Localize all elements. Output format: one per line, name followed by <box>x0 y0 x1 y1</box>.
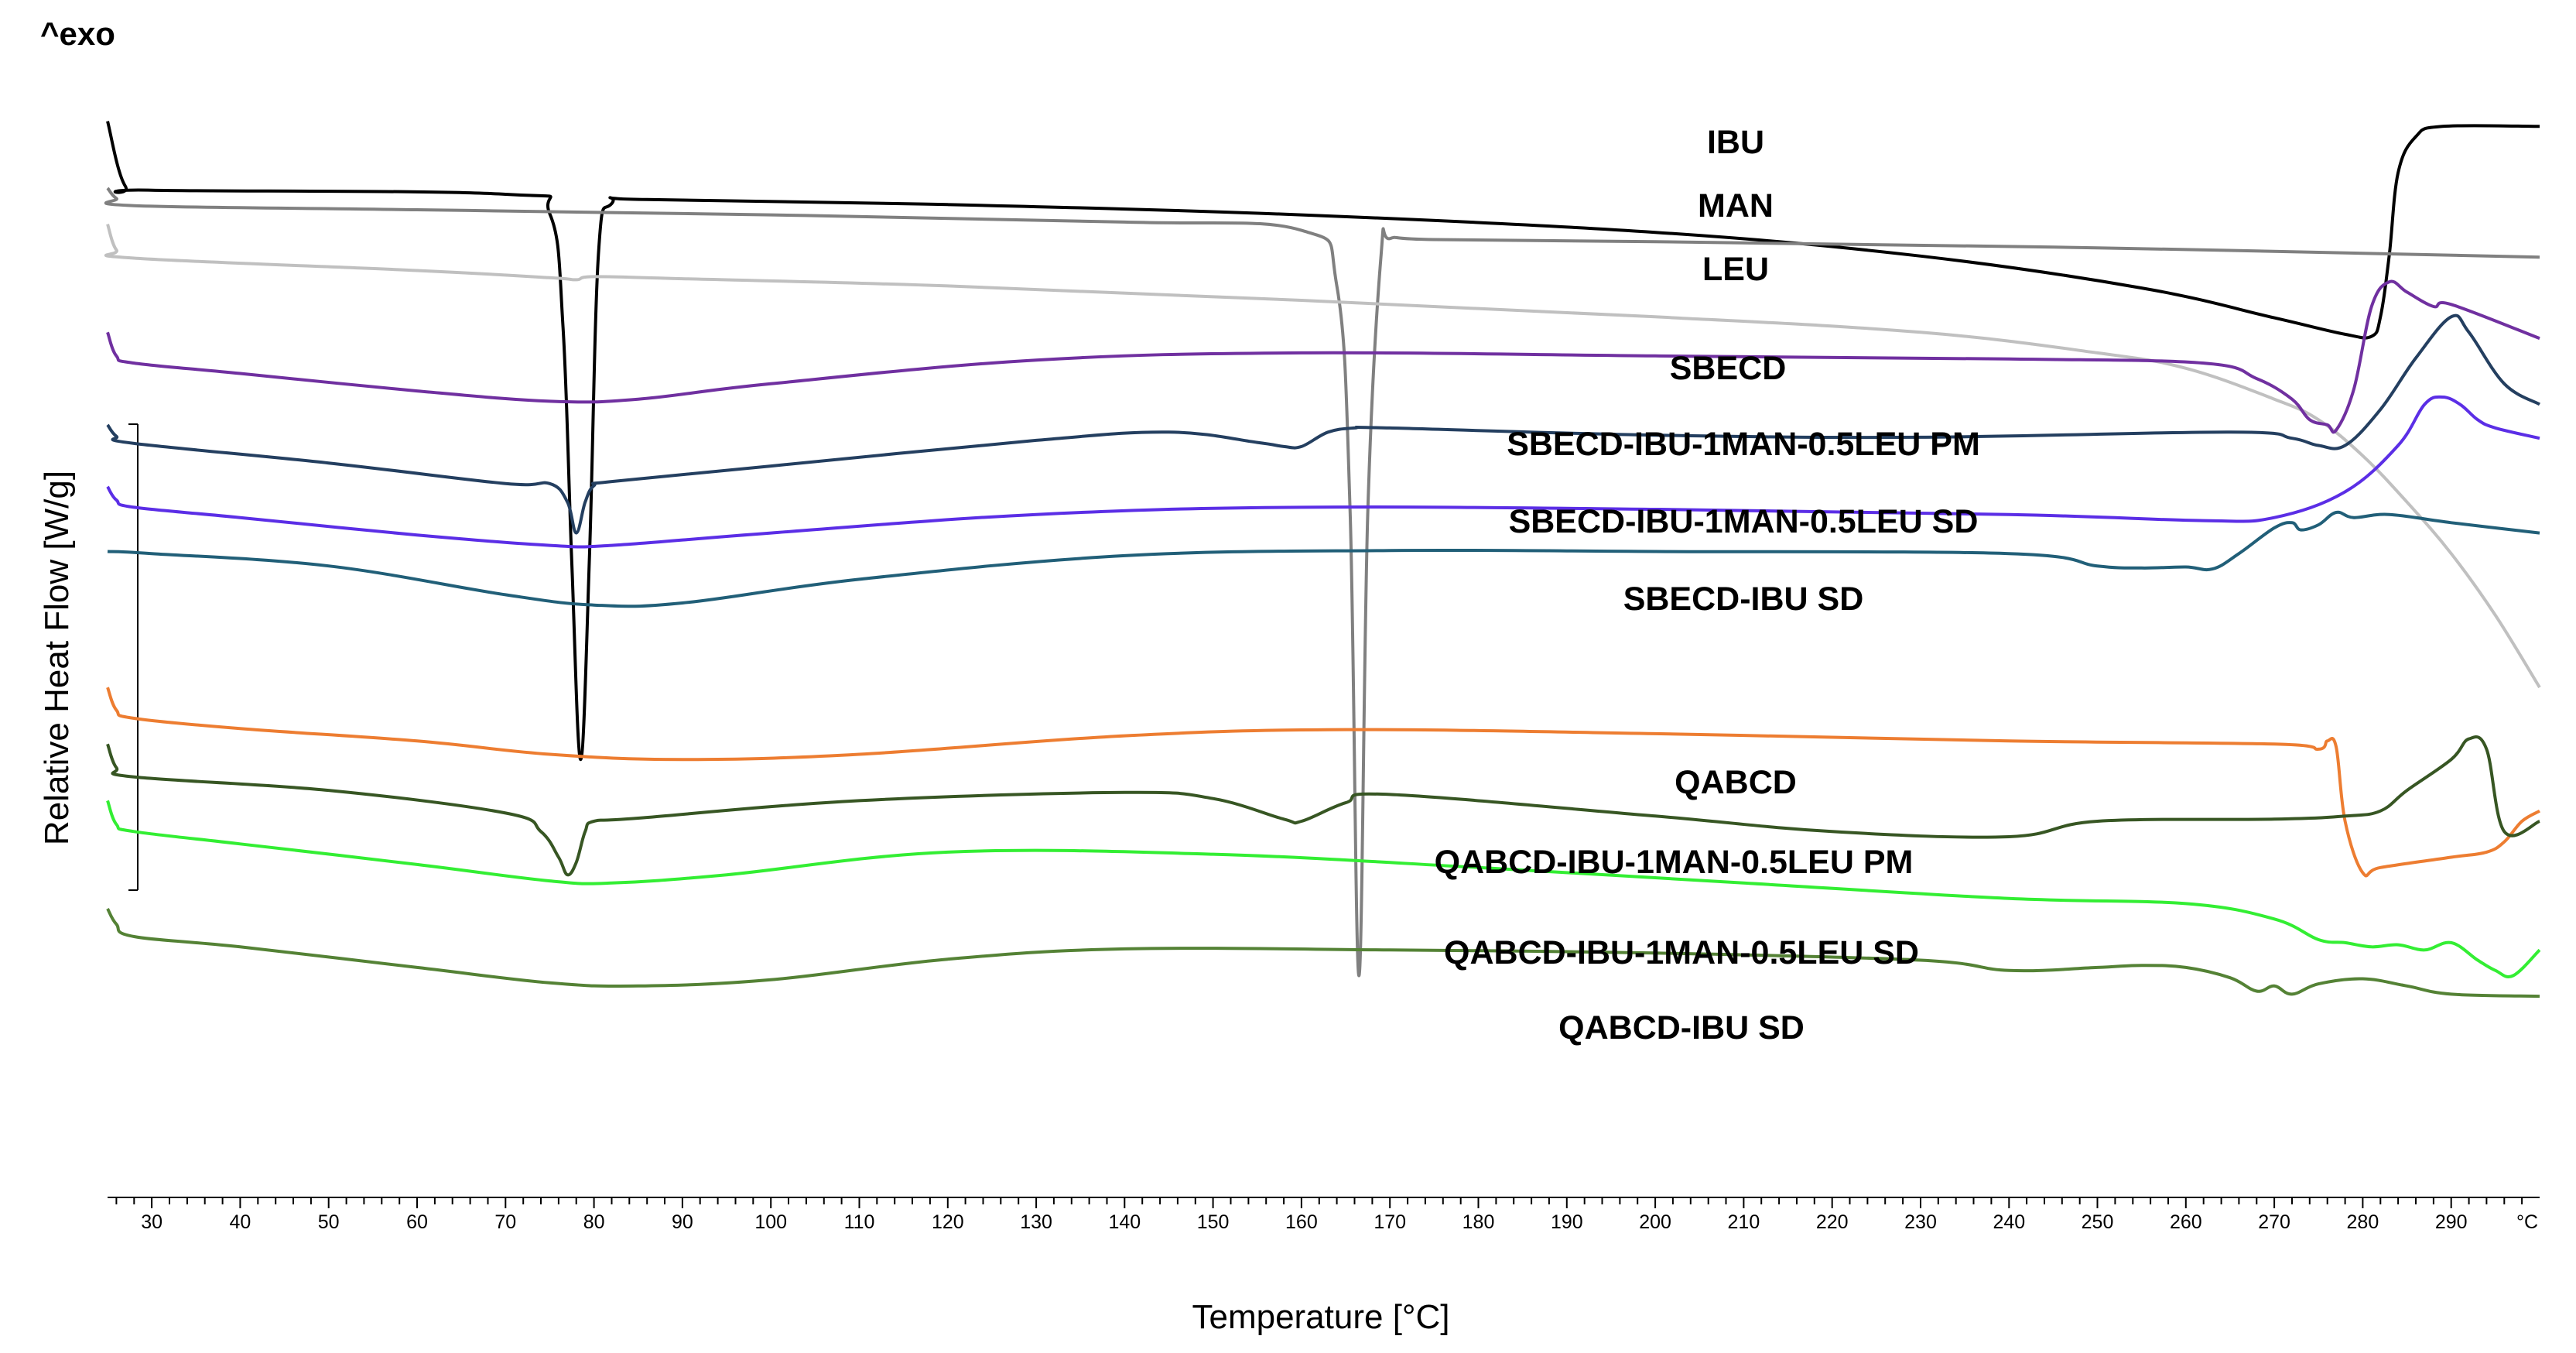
series-label-qabcd-ibu-1man-0-5leu-sd: QABCD-IBU-1MAN-0.5LEU SD <box>1444 934 1919 971</box>
x-tick-label: 80 <box>583 1211 605 1233</box>
series-line-sbecd <box>106 279 2540 434</box>
x-tick-label: 90 <box>672 1211 693 1233</box>
x-tick-label: 210 <box>1728 1211 1760 1233</box>
x-tick-label: 160 <box>1285 1211 1318 1233</box>
series-line-sbecd-ibu-sd <box>107 510 2540 608</box>
x-tick-label: 120 <box>932 1211 964 1233</box>
x-tick-label: 290 <box>2435 1211 2468 1233</box>
series-label-ibu: IBU <box>1707 124 1764 161</box>
exo-direction-label: ^exo <box>40 15 115 52</box>
x-tick-label: 220 <box>1816 1211 1849 1233</box>
x-axis-tick-labels: 30 40 50 60 70 80 90 100 110 120 130 140 150 160 170 18… <box>141 1211 2467 1233</box>
x-tick-label: 240 <box>1993 1211 2025 1233</box>
series-label-sbecd: SBECD <box>1670 350 1787 387</box>
series-line-man <box>104 187 2540 978</box>
x-tick-label: 130 <box>1020 1211 1052 1233</box>
x-tick-label: 250 <box>2082 1211 2114 1233</box>
series-label-qabcd: QABCD <box>1675 764 1797 801</box>
x-tick-label: 180 <box>1462 1211 1495 1233</box>
x-axis: 30 40 50 60 70 80 90 100 110 120 130 140 150 160 170 18… <box>108 1197 2540 1336</box>
x-tick-label: 200 <box>1639 1211 1671 1233</box>
series-line-qabcd-ibu-1man-0-5leu-sd <box>106 800 2541 978</box>
series-label-sbecd-ibu-1man-0-5leu-pm: SBECD-IBU-1MAN-0.5LEU PM <box>1507 426 1980 463</box>
series-label-sbecd-ibu-1man-0-5leu-sd: SBECD-IBU-1MAN-0.5LEU SD <box>1509 503 1979 540</box>
series-labels: IBU MAN LEU SBECD SBECD-IBU-1MAN-0.5LEU PM SB… <box>1435 124 1980 1046</box>
x-tick-label: 260 <box>2170 1211 2202 1233</box>
series-label-qabcd-ibu-1man-0-5leu-pm: QABCD-IBU-1MAN-0.5LEU PM <box>1435 844 1914 881</box>
x-tick-label: 60 <box>406 1211 428 1233</box>
series-line-sbecd-ibu-1man-0-5leu-pm <box>106 313 2541 535</box>
series-line-leu <box>104 223 2541 689</box>
x-tick-label: 40 <box>229 1211 251 1233</box>
x-tick-label: 110 <box>844 1211 875 1233</box>
y-axis-title: Relative Heat Flow [W/g] <box>38 471 76 845</box>
series-line-sbecd-ibu-1man-0-5leu-sd <box>106 395 2540 549</box>
x-tick-label: 140 <box>1108 1211 1141 1233</box>
x-tick-label: 30 <box>141 1211 162 1233</box>
series-line-qabcd <box>106 687 2541 878</box>
x-axis-title: Temperature [°C] <box>1192 1298 1449 1336</box>
x-tick-label: 150 <box>1197 1211 1230 1233</box>
series-label-leu: LEU <box>1702 251 1769 288</box>
y-axis: Relative Heat Flow [W/g] <box>38 423 139 891</box>
x-tick-label: 70 <box>494 1211 516 1233</box>
series-line-qabcd-ibu-sd <box>106 907 2540 998</box>
x-tick-label: 190 <box>1551 1211 1583 1233</box>
x-axis-minor-ticks <box>115 1197 2523 1208</box>
series-label-sbecd-ibu-sd: SBECD-IBU SD <box>1623 581 1864 618</box>
series-label-man: MAN <box>1698 187 1774 224</box>
series-line-qabcd-ibu-1man-0-5leu-pm <box>106 735 2540 877</box>
series-layer <box>104 121 2541 998</box>
x-tick-label: 270 <box>2258 1211 2290 1233</box>
x-tick-label: 230 <box>1904 1211 1937 1233</box>
x-tick-label: 50 <box>318 1211 340 1233</box>
x-axis-unit-label: °C <box>2516 1211 2538 1233</box>
x-tick-label: 280 <box>2347 1211 2379 1233</box>
series-line-ibu <box>106 121 2540 762</box>
x-tick-label: 170 <box>1374 1211 1406 1233</box>
series-label-qabcd-ibu-sd: QABCD-IBU SD <box>1558 1009 1805 1046</box>
x-tick-label: 100 <box>754 1211 787 1233</box>
